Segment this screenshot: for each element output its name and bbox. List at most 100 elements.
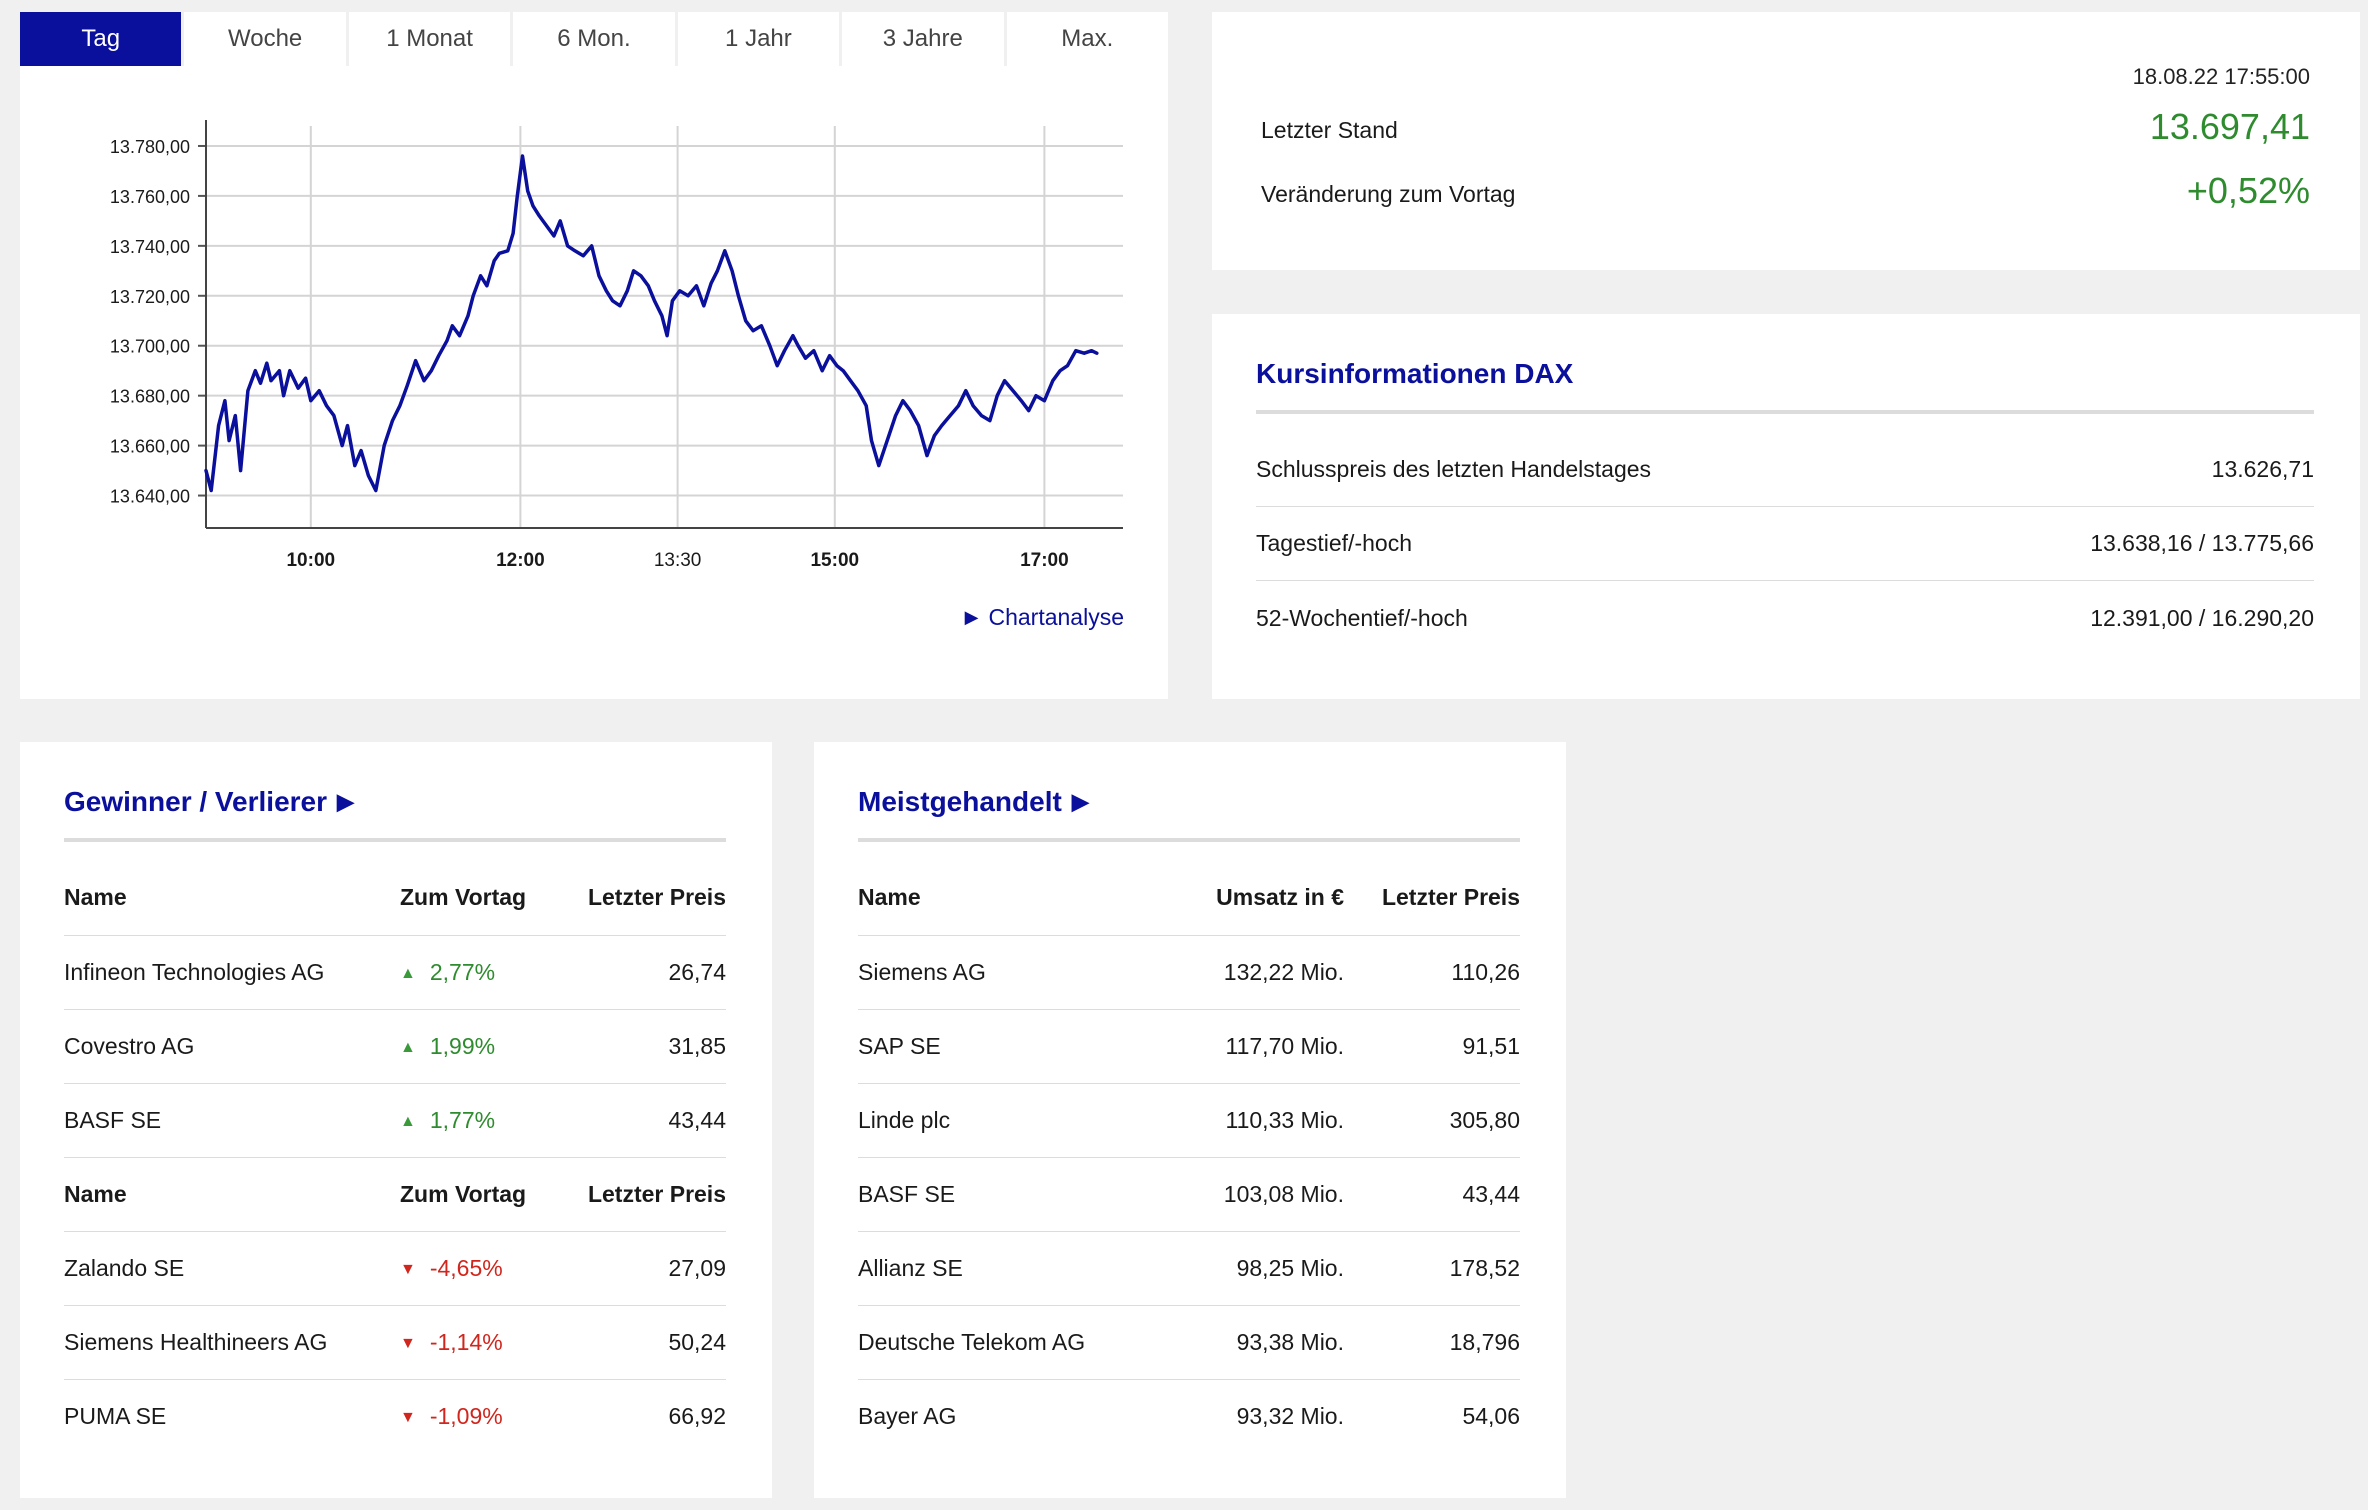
stock-volume: 93,32 Mio. — [1236, 1402, 1344, 1429]
col-header-price: Letzter Preis — [550, 1157, 726, 1232]
table-header-row: Name Umsatz in € Letzter Preis — [858, 861, 1520, 936]
triangle-right-icon: ▶ — [337, 789, 354, 814]
stock-name: Covestro AG — [64, 1009, 400, 1084]
stock-price: 18,796 — [1344, 1305, 1520, 1380]
table-row[interactable]: PUMA SE ▼ -1,09% 66,92 — [64, 1379, 726, 1453]
tab-1-jahr[interactable]: 1 Jahr — [677, 12, 840, 66]
table-row[interactable]: Bayer AG 93,32 Mio. 54,06 — [858, 1379, 1520, 1453]
kv-value: 13.638,16 / 13.775,66 — [2090, 530, 2314, 556]
stock-change: ▲ 1,99% — [400, 1009, 550, 1084]
x-tick-label: 10:00 — [286, 550, 335, 566]
stock-price: 31,85 — [550, 1009, 726, 1084]
y-tick-label: 13.660,00 — [110, 437, 190, 457]
x-tick-label: 15:00 — [810, 550, 859, 566]
change-label: Veränderung zum Vortag — [1261, 181, 1516, 207]
quote-timestamp: 18.08.22 17:55:00 — [2132, 64, 2310, 89]
stock-price: 66,92 — [668, 1402, 726, 1429]
col-header-name: Name — [858, 861, 1194, 936]
stock-price: 178,52 — [1344, 1231, 1520, 1306]
dax-index-line — [204, 154, 1099, 493]
timeframe-tabs: Tag Woche 1 Monat 6 Mon. 1 Jahr 3 Jahre … — [20, 12, 1168, 66]
y-tick-label: 13.680,00 — [110, 387, 190, 407]
table-row[interactable]: SAP SE 117,70 Mio. 91,51 — [858, 1009, 1520, 1084]
stock-volume: 132,22 Mio. — [1194, 935, 1344, 1010]
triangle-right-icon: ▶ — [964, 607, 979, 627]
last-price-label: Letzter Stand — [1261, 117, 1398, 143]
col-header-price: Letzter Preis — [550, 861, 726, 936]
table-row[interactable]: BASF SE 103,08 Mio. 43,44 — [858, 1157, 1520, 1232]
tab-max[interactable]: Max. — [1006, 12, 1168, 66]
stock-price: 91,51 — [1344, 1009, 1520, 1084]
stock-price: 43,44 — [550, 1083, 726, 1158]
stock-name: Siemens Healthineers AG — [64, 1305, 400, 1380]
stock-change: ▲ 1,77% — [400, 1083, 550, 1158]
gewinner-verlierer-title-link[interactable]: Gewinner / Verlierer ▶ — [64, 786, 354, 818]
tab-3-jahre[interactable]: 3 Jahre — [842, 12, 1004, 66]
title-divider — [64, 838, 726, 842]
triangle-down-icon: ▼ — [400, 1334, 416, 1352]
stock-name: BASF SE — [64, 1083, 400, 1158]
tab-6-mon[interactable]: 6 Mon. — [513, 12, 675, 66]
stock-price: 50,24 — [550, 1305, 726, 1380]
col-header-change: Zum Vortag — [400, 1157, 550, 1232]
y-tick-label: 13.640,00 — [110, 487, 190, 507]
kv-value: 12.391,00 / 16.290,20 — [2090, 604, 2314, 631]
table-header-row: Name Zum Vortag Letzter Preis — [64, 1157, 726, 1232]
title-divider — [1256, 410, 2314, 414]
stock-change: ▼ -1,09% — [400, 1402, 503, 1429]
kv-row-schlusspreis: Schlusspreis des letzten Handelstages 13… — [1256, 433, 2314, 507]
gewinner-verlierer-title: Gewinner / Verlierer — [64, 786, 328, 817]
stock-change: ▼ -1,14% — [400, 1305, 550, 1380]
stock-volume: 93,38 Mio. — [1194, 1305, 1344, 1380]
stock-volume: 110,33 Mio. — [1194, 1083, 1344, 1158]
gewinner-verlierer-panel: Gewinner / Verlierer ▶ Name Zum Vortag L… — [20, 742, 772, 1498]
y-tick-label: 13.780,00 — [110, 137, 190, 157]
chart-panel: Tag Woche 1 Monat 6 Mon. 1 Jahr 3 Jahre … — [20, 12, 1168, 699]
last-price-value: 13.697,41 — [2149, 106, 2310, 147]
table-row[interactable]: Siemens Healthineers AG ▼ -1,14% 50,24 — [64, 1305, 726, 1380]
col-header-name: Name — [64, 861, 400, 936]
table-row[interactable]: Allianz SE 98,25 Mio. 178,52 — [858, 1231, 1520, 1306]
chartanalyse-link[interactable]: ▶ Chartanalyse — [965, 604, 1124, 631]
stock-name: PUMA SE — [64, 1402, 167, 1429]
table-row[interactable]: Covestro AG ▲ 1,99% 31,85 — [64, 1009, 726, 1084]
stock-name: SAP SE — [858, 1009, 1194, 1084]
tab-1-monat[interactable]: 1 Monat — [348, 12, 511, 66]
triangle-up-icon: ▲ — [400, 1112, 416, 1130]
tab-woche[interactable]: Woche — [184, 12, 346, 66]
meistgehandelt-table: Name Umsatz in € Letzter Preis Siemens A… — [858, 861, 1520, 1453]
table-row[interactable]: Infineon Technologies AG ▲ 2,77% 26,74 — [64, 935, 726, 1010]
stock-name: Siemens AG — [858, 935, 1194, 1010]
triangle-right-icon: ▶ — [1071, 789, 1089, 814]
table-row[interactable]: Siemens AG 132,22 Mio. 110,26 — [858, 935, 1520, 1010]
table-row[interactable]: BASF SE ▲ 1,77% 43,44 — [64, 1083, 726, 1158]
stock-change: ▲ 2,77% — [400, 935, 550, 1010]
stock-name: Infineon Technologies AG — [64, 935, 400, 1010]
col-header-volume: Umsatz in € — [1194, 861, 1344, 936]
table-header-row: Name Zum Vortag Letzter Preis — [64, 861, 726, 936]
meistgehandelt-title-link[interactable]: Meistgehandelt ▶ — [858, 786, 1089, 818]
stock-volume: 117,70 Mio. — [1194, 1009, 1344, 1084]
stock-price: 43,44 — [1344, 1157, 1520, 1232]
stock-price: 305,80 — [1344, 1083, 1520, 1158]
col-header-price: Letzter Preis — [1344, 861, 1520, 936]
y-tick-label: 13.760,00 — [110, 187, 190, 207]
quote-panel: 18.08.22 17:55:00 Letzter Stand 13.697,4… — [1212, 12, 2360, 270]
triangle-up-icon: ▲ — [400, 964, 416, 982]
stock-name: Allianz SE — [858, 1231, 1194, 1306]
meistgehandelt-title: Meistgehandelt — [858, 786, 1062, 817]
stock-change: ▼ -4,65% — [400, 1231, 550, 1306]
tab-tag[interactable]: Tag — [20, 12, 182, 66]
col-header-name: Name — [64, 1157, 400, 1232]
stock-volume: 98,25 Mio. — [1194, 1231, 1344, 1306]
y-tick-label: 13.720,00 — [110, 287, 190, 307]
y-tick-label: 13.740,00 — [110, 237, 190, 257]
table-row[interactable]: Deutsche Telekom AG 93,38 Mio. 18,796 — [858, 1305, 1520, 1380]
x-tick-label: 12:00 — [496, 550, 545, 566]
table-row[interactable]: Zalando SE ▼ -4,65% 27,09 — [64, 1231, 726, 1306]
chart-grid — [206, 126, 1123, 528]
change-value: +0,52% — [2186, 170, 2310, 211]
stock-name: Deutsche Telekom AG — [858, 1305, 1194, 1380]
kv-value: 13.626,71 — [2211, 456, 2314, 482]
table-row[interactable]: Linde plc 110,33 Mio. 305,80 — [858, 1083, 1520, 1158]
